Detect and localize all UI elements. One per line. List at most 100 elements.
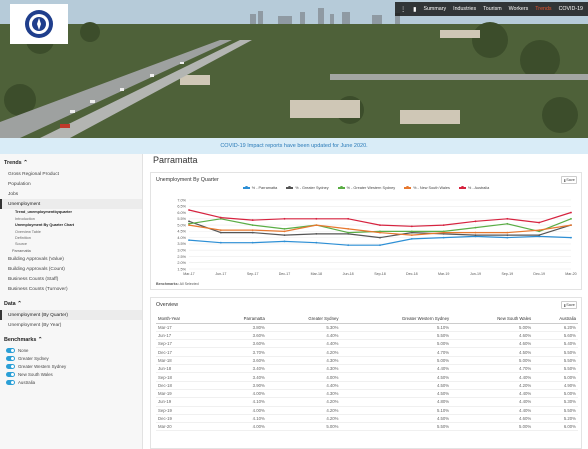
benchmark-greater-sydney[interactable]: Greater Sydney <box>0 354 142 362</box>
chart-save-button[interactable]: ⬇ Save <box>561 176 577 184</box>
nav-summary[interactable]: Summary <box>423 6 447 12</box>
table-cell: 5.30% <box>533 397 578 407</box>
y-tick-label: 2.0% <box>177 261 186 265</box>
sidebar-item-business-counts-staff[interactable]: Business Counts (Staff) <box>8 276 59 282</box>
table-cell: 5.50% <box>533 406 578 415</box>
sidebar-subitem-definition[interactable]: Definition <box>15 235 31 240</box>
data-point <box>188 239 190 242</box>
data-item-by-quarter[interactable]: Unemployment (By Quarter) <box>0 310 142 321</box>
legend-swatch <box>242 185 250 190</box>
table-cell: 4.40% <box>266 331 341 341</box>
benchmark-australia[interactable]: Australia <box>0 378 142 386</box>
data-point <box>347 244 350 247</box>
data-heading[interactable]: Data ⌃ <box>4 301 142 307</box>
covid-notice-banner[interactable]: COVID-19 Impact reports have been update… <box>0 138 588 154</box>
sidebar-item-population[interactable]: Population <box>8 181 31 187</box>
book-icon[interactable]: ▮ <box>413 6 417 13</box>
toggle-switch[interactable] <box>6 363 15 369</box>
sidebar-item-jobs[interactable]: Jobs <box>8 191 19 197</box>
legend-swatch <box>286 185 294 190</box>
table-cell: 4.00% <box>266 372 341 382</box>
toggle-switch[interactable] <box>6 371 15 377</box>
data-point <box>251 231 254 234</box>
legend-item[interactable]: % - Australia <box>458 185 489 190</box>
data-point <box>442 231 445 234</box>
legend-item[interactable]: % - Greater Sydney <box>286 185 329 190</box>
data-point <box>283 234 286 237</box>
sidebar-item-building-approvals-count[interactable]: Building Approvals (Count) <box>8 266 65 272</box>
table-cell: 5.00% <box>266 422 341 432</box>
table-cell: 5.10% <box>340 406 452 415</box>
more-vertical-icon[interactable]: ⋮ <box>400 6 407 13</box>
data-item-by-year[interactable]: Unemployment (By Year) <box>8 322 62 328</box>
legend-label: % - Parramatta <box>251 186 278 190</box>
legend-label: % - Greater Sydney <box>295 186 329 190</box>
nav-industries[interactable]: Industries <box>453 6 477 12</box>
sidebar-subitem-introduction[interactable]: Introduction <box>15 216 35 221</box>
data-point <box>442 232 445 235</box>
legend-item[interactable]: % - Greater Western Sydney <box>337 185 395 190</box>
trends-heading[interactable]: Trends ⌃ <box>4 160 142 166</box>
table-cell: Dec-17 <box>156 347 213 357</box>
table-cell: Mar-18 <box>156 356 213 366</box>
table-row: Jun-18 3.40% 4.30% 4.40% 4.70% 5.50% <box>156 364 578 374</box>
data-point <box>283 217 286 220</box>
table-cell: 4.10% <box>212 414 267 424</box>
data-point <box>347 232 350 235</box>
table-row: Sep-19 4.00% 4.20% 5.10% 4.40% 5.50% <box>156 406 578 415</box>
toggle-switch[interactable] <box>6 355 15 361</box>
legend-swatch <box>458 185 466 190</box>
sidebar-subitem-chart[interactable]: Unemployment By Quarter Chart <box>15 223 75 228</box>
table-cell: 4.40% <box>266 381 341 390</box>
benchmark-none[interactable]: None <box>0 346 142 354</box>
sidebar-item-unemployment[interactable]: Unemployment <box>0 199 142 209</box>
sidebar-item-gross-regional-product[interactable]: Gross Regional Product <box>8 171 59 177</box>
data-point <box>251 224 254 226</box>
y-tick-label: 7.0% <box>177 198 186 202</box>
sidebar-item-business-counts-turnover[interactable]: Business Counts (Turnover) <box>8 286 68 292</box>
nav-tourism[interactable]: Tourism <box>483 6 502 12</box>
benchmark-label: Greater Sydney <box>18 355 49 361</box>
legend-item[interactable]: % - New South Wales <box>404 185 450 190</box>
data-point <box>315 241 318 244</box>
data-point <box>379 224 381 226</box>
table-cell: 5.00% <box>340 339 452 349</box>
benchmark-greater-western-sydney[interactable]: Greater Western Sydney <box>0 362 142 370</box>
table-cell: 3.70% <box>212 347 267 357</box>
benchmark-new-south-wales[interactable]: New South Wales <box>0 370 142 378</box>
column-header[interactable]: New South Wales <box>451 315 534 324</box>
sidebar-item-building-approvals-value[interactable]: Building Approvals (Value) <box>8 256 64 262</box>
nav-workers[interactable]: Workers <box>508 6 529 12</box>
benchmarks-heading[interactable]: Benchmarks ⌃ <box>4 337 142 343</box>
table-save-button[interactable]: ⬇ Save <box>561 301 577 309</box>
table-cell: 4.70% <box>451 364 534 374</box>
toggle-switch[interactable] <box>6 379 15 385</box>
legend-item[interactable]: % - Parramatta <box>242 185 278 190</box>
column-header[interactable]: Parramatta <box>212 315 267 324</box>
nav-covid19[interactable]: COVID-19 <box>558 6 583 12</box>
data-point <box>474 220 477 223</box>
x-tick-label: Jun-17 <box>215 272 226 276</box>
toggle-switch[interactable] <box>6 347 15 353</box>
data-point <box>442 230 445 233</box>
data-point <box>219 241 222 244</box>
table-cell: 4.20% <box>451 381 534 390</box>
series-line <box>188 224 572 236</box>
data-point <box>188 209 190 211</box>
sidebar-subitem-source[interactable]: Source <box>15 242 28 247</box>
sidebar-subitem-trend[interactable]: Trend_unemploymentbyquarter <box>15 210 72 215</box>
table-cell: 5.00% <box>533 372 578 382</box>
table-cell: 5.00% <box>340 356 452 366</box>
table-cell: 4.40% <box>451 397 534 407</box>
data-point <box>315 232 318 235</box>
column-header[interactable]: Month-Year <box>156 315 213 324</box>
nav-trends[interactable]: Trends <box>535 6 552 12</box>
data-point <box>506 234 509 237</box>
sidebar-subitem-overview-table[interactable]: Overview Table <box>15 229 41 234</box>
council-logo[interactable] <box>10 4 68 44</box>
column-header[interactable]: Greater Sydney <box>266 315 341 324</box>
sidebar-subitem-parramatta[interactable]: Parramatta <box>12 248 31 253</box>
column-header[interactable]: Greater Western Sydney <box>340 315 452 324</box>
column-header[interactable]: Australia <box>533 315 578 324</box>
table-cell: Jun-19 <box>156 397 213 407</box>
